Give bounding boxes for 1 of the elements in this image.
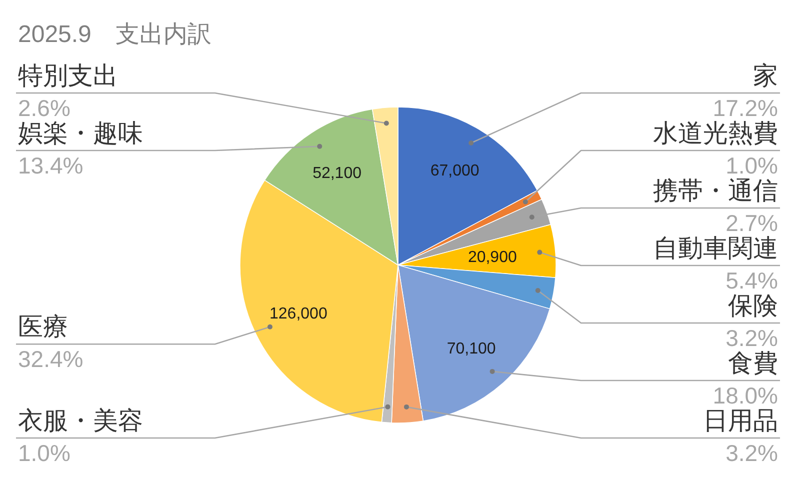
title: 2025.9 支出内訳: [18, 21, 212, 48]
